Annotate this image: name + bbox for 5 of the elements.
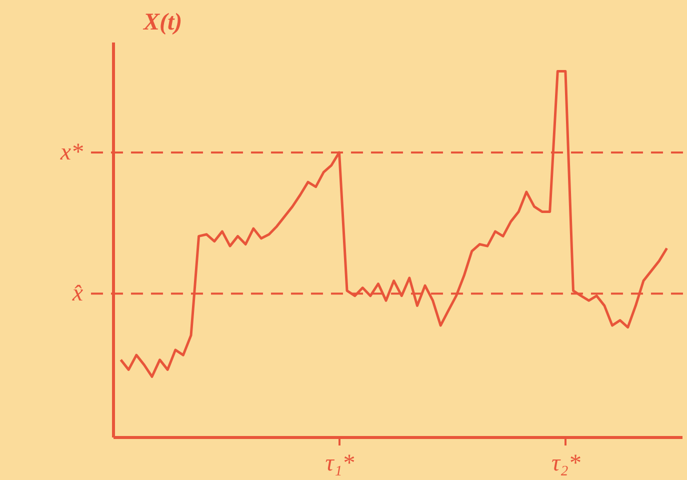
- ref-line-label: x*: [59, 139, 83, 166]
- ref-line-label: x̂: [71, 280, 84, 307]
- x-tick-label: τ₁*: [325, 450, 354, 476]
- y-axis-title: X(t): [142, 10, 182, 36]
- x-tick-label: τ₂*: [551, 450, 580, 476]
